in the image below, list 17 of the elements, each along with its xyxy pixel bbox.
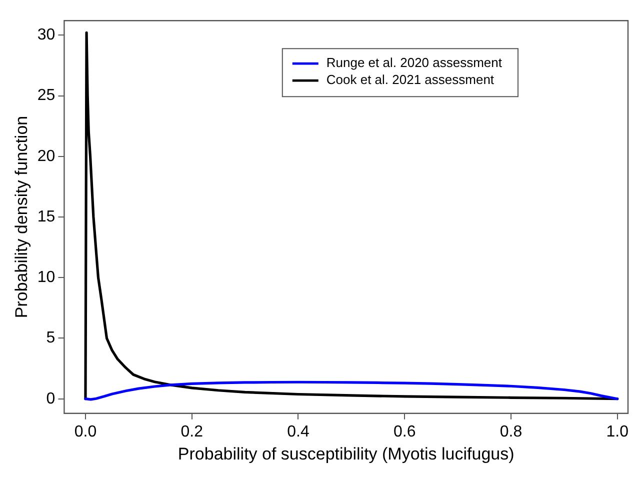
y-tick-label: 25	[37, 87, 56, 104]
x-tick-label: 0.6	[393, 423, 416, 440]
y-tick-label: 0	[46, 390, 56, 408]
x-tick-label: 0.2	[180, 423, 204, 440]
x-tick-label: 1.0	[606, 423, 629, 440]
legend-label: Cook et al. 2021 assessment	[326, 72, 494, 88]
legend-label: Runge et al. 2020 assessment	[326, 55, 502, 70]
x-tick-label: 0.0	[74, 423, 97, 440]
x-tick-label: 0.4	[287, 423, 310, 440]
x-axis-title: Probability of susceptibility (Myotis lucifugus)	[178, 444, 514, 464]
y-axis-title: Probability density function	[12, 116, 31, 318]
x-tick-label: 0.8	[500, 423, 522, 440]
y-tick-label: 15	[37, 208, 56, 226]
y-tick-label: 10	[37, 269, 56, 286]
y-tick-label: 30	[37, 26, 56, 44]
y-tick-label: 20	[37, 148, 56, 165]
y-tick-label: 5	[46, 330, 56, 347]
